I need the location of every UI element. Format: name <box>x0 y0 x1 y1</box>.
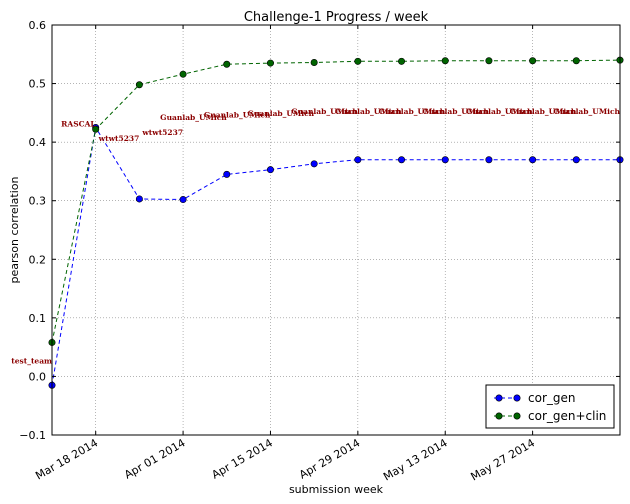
legend-marker <box>513 412 521 420</box>
y-tick-label: 0.3 <box>29 195 47 208</box>
x-tick-label: Mar 18 2014 <box>33 436 100 482</box>
annotation-label: RASCAL <box>61 119 96 128</box>
grid <box>52 24 620 436</box>
y-tick-label: 0.5 <box>29 78 47 91</box>
annotation-label: wtwt5237 <box>141 128 183 137</box>
annotation-label: Guanlab_UMich <box>379 107 446 116</box>
series-line-cor_gen <box>51 126 620 386</box>
data-point-cor_gen+clin <box>354 57 362 65</box>
x-tick-label: Apr 29 2014 <box>297 436 362 481</box>
data-point-cor_gen+clin <box>223 60 231 68</box>
legend-label: cor_gen+clin <box>528 409 606 423</box>
legend-box <box>485 384 615 429</box>
y-tick-label: 0.0 <box>29 370 47 383</box>
data-point-cor_gen <box>310 160 318 168</box>
y-axis-label: pearson correlation <box>8 176 21 283</box>
chart-title: Challenge-1 Progress / week <box>244 10 429 25</box>
data-point-cor_gen <box>485 156 493 164</box>
annotation-label: Guanlab_UMich <box>160 113 227 122</box>
data-point-cor_gen+clin <box>398 57 406 65</box>
data-point-cor_gen <box>441 156 449 164</box>
y-tick-label: 0.2 <box>29 253 47 266</box>
legend: cor_gen cor_gen+clin <box>485 384 615 429</box>
annotation-label: Guanlab_UMich <box>466 107 533 116</box>
data-point-cor_gen+clin <box>572 57 580 65</box>
annotation-label: Guanlab_UMich <box>553 107 620 116</box>
data-point-cor_gen <box>266 166 274 174</box>
x-tick-label: May 13 2014 <box>381 436 450 483</box>
data-point-cor_gen+clin <box>266 59 274 67</box>
series-line-cor_gen+clin <box>51 59 621 343</box>
data-point-cor_gen+clin <box>310 58 318 66</box>
data-point-cor_gen+clin <box>135 81 143 89</box>
legend-marker <box>495 412 503 420</box>
x-tick-label: May 27 2014 <box>468 436 537 483</box>
data-point-cor_gen+clin <box>92 125 100 133</box>
annotations: test_teamRASCALwtwt5237wtwt5237Guanlab_U… <box>11 107 620 366</box>
legend-marker <box>513 394 521 402</box>
annotation-label: Guanlab_UMich <box>291 107 358 116</box>
y-tick-label: −0.1 <box>19 429 46 442</box>
annotation-label: wtwt5237 <box>98 134 140 143</box>
data-point-cor_gen <box>572 156 580 164</box>
x-tick-label: Apr 15 2014 <box>210 436 275 481</box>
plot-frame <box>51 24 621 436</box>
data-point-cor_gen <box>135 195 143 203</box>
data-point-cor_gen <box>398 156 406 164</box>
data-point-cor_gen+clin <box>485 57 493 65</box>
data-point-cor_gen <box>529 156 537 164</box>
x-axis-label: submission week <box>289 483 384 496</box>
legend-label: cor_gen <box>528 391 575 405</box>
y-tick-label: 0.1 <box>29 312 47 325</box>
y-tick-label: 0.6 <box>29 19 47 32</box>
data-point-cor_gen+clin <box>179 70 187 78</box>
data-point-cor_gen <box>223 170 231 178</box>
annotation-label: Guanlab_UMich <box>248 109 315 118</box>
data-point-cor_gen+clin <box>441 57 449 65</box>
annotation-label: Guanlab_UMich <box>422 107 489 116</box>
plot-area <box>48 56 624 389</box>
legend-marker <box>495 394 503 402</box>
data-point-cor_gen <box>354 156 362 164</box>
data-point-cor_gen <box>179 196 187 204</box>
annotation-label: Guanlab_UMich <box>204 111 271 120</box>
annotation-label: Guanlab_UMich <box>335 107 402 116</box>
y-tick-label: 0.4 <box>29 136 47 149</box>
x-tick-label: Apr 01 2014 <box>122 436 187 481</box>
data-point-cor_gen+clin <box>529 57 537 65</box>
annotation-label: test_team <box>11 357 52 366</box>
annotation-label: Guanlab_UMich <box>510 107 577 116</box>
